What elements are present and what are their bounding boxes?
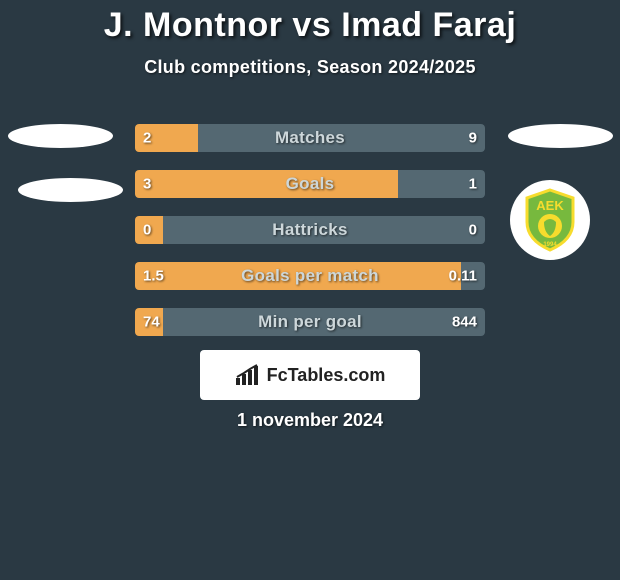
player1-marker-bottom <box>18 178 123 202</box>
brand-text: FcTables.com <box>267 365 386 386</box>
stat-value-left: 0 <box>143 222 151 239</box>
stat-value-right: 9 <box>469 130 477 147</box>
stat-value-left: 1.5 <box>143 268 164 285</box>
player1-marker-top <box>8 124 113 148</box>
club-badge: AEK 1994 <box>510 180 590 260</box>
brand-box: FcTables.com <box>200 350 420 400</box>
stat-label: Goals <box>286 174 335 194</box>
stat-label: Hattricks <box>272 220 347 240</box>
page-title: J. Montnor vs Imad Faraj <box>0 0 620 45</box>
svg-text:1994: 1994 <box>543 242 557 248</box>
stat-bar-left-segment <box>135 170 398 198</box>
stat-value-right: 0 <box>469 222 477 239</box>
stat-bar: 74 844 Min per goal <box>135 308 485 336</box>
stat-bar: 3 1 Goals <box>135 170 485 198</box>
club-crest-icon: AEK 1994 <box>523 188 577 252</box>
svg-text:AEK: AEK <box>536 198 564 213</box>
stat-bar: 0 0 Hattricks <box>135 216 485 244</box>
stat-value-left: 3 <box>143 176 151 193</box>
stat-label: Matches <box>275 128 345 148</box>
stat-bar: 1.5 0.11 Goals per match <box>135 262 485 290</box>
stat-value-right: 844 <box>452 314 477 331</box>
player2-marker-top <box>508 124 613 148</box>
stat-value-left: 74 <box>143 314 160 331</box>
stat-value-right: 1 <box>469 176 477 193</box>
subtitle: Club competitions, Season 2024/2025 <box>0 57 620 78</box>
stat-label: Min per goal <box>258 312 362 332</box>
brand-chart-icon <box>235 364 261 386</box>
stat-label: Goals per match <box>241 266 379 286</box>
stat-value-left: 2 <box>143 130 151 147</box>
footer-date: 1 november 2024 <box>0 410 620 431</box>
stat-bar: 2 9 Matches <box>135 124 485 152</box>
comparison-bars: 2 9 Matches 3 1 Goals 0 0 Hattricks 1.5 0.11 Goals … <box>135 124 485 354</box>
stat-value-right: 0.11 <box>449 268 477 285</box>
